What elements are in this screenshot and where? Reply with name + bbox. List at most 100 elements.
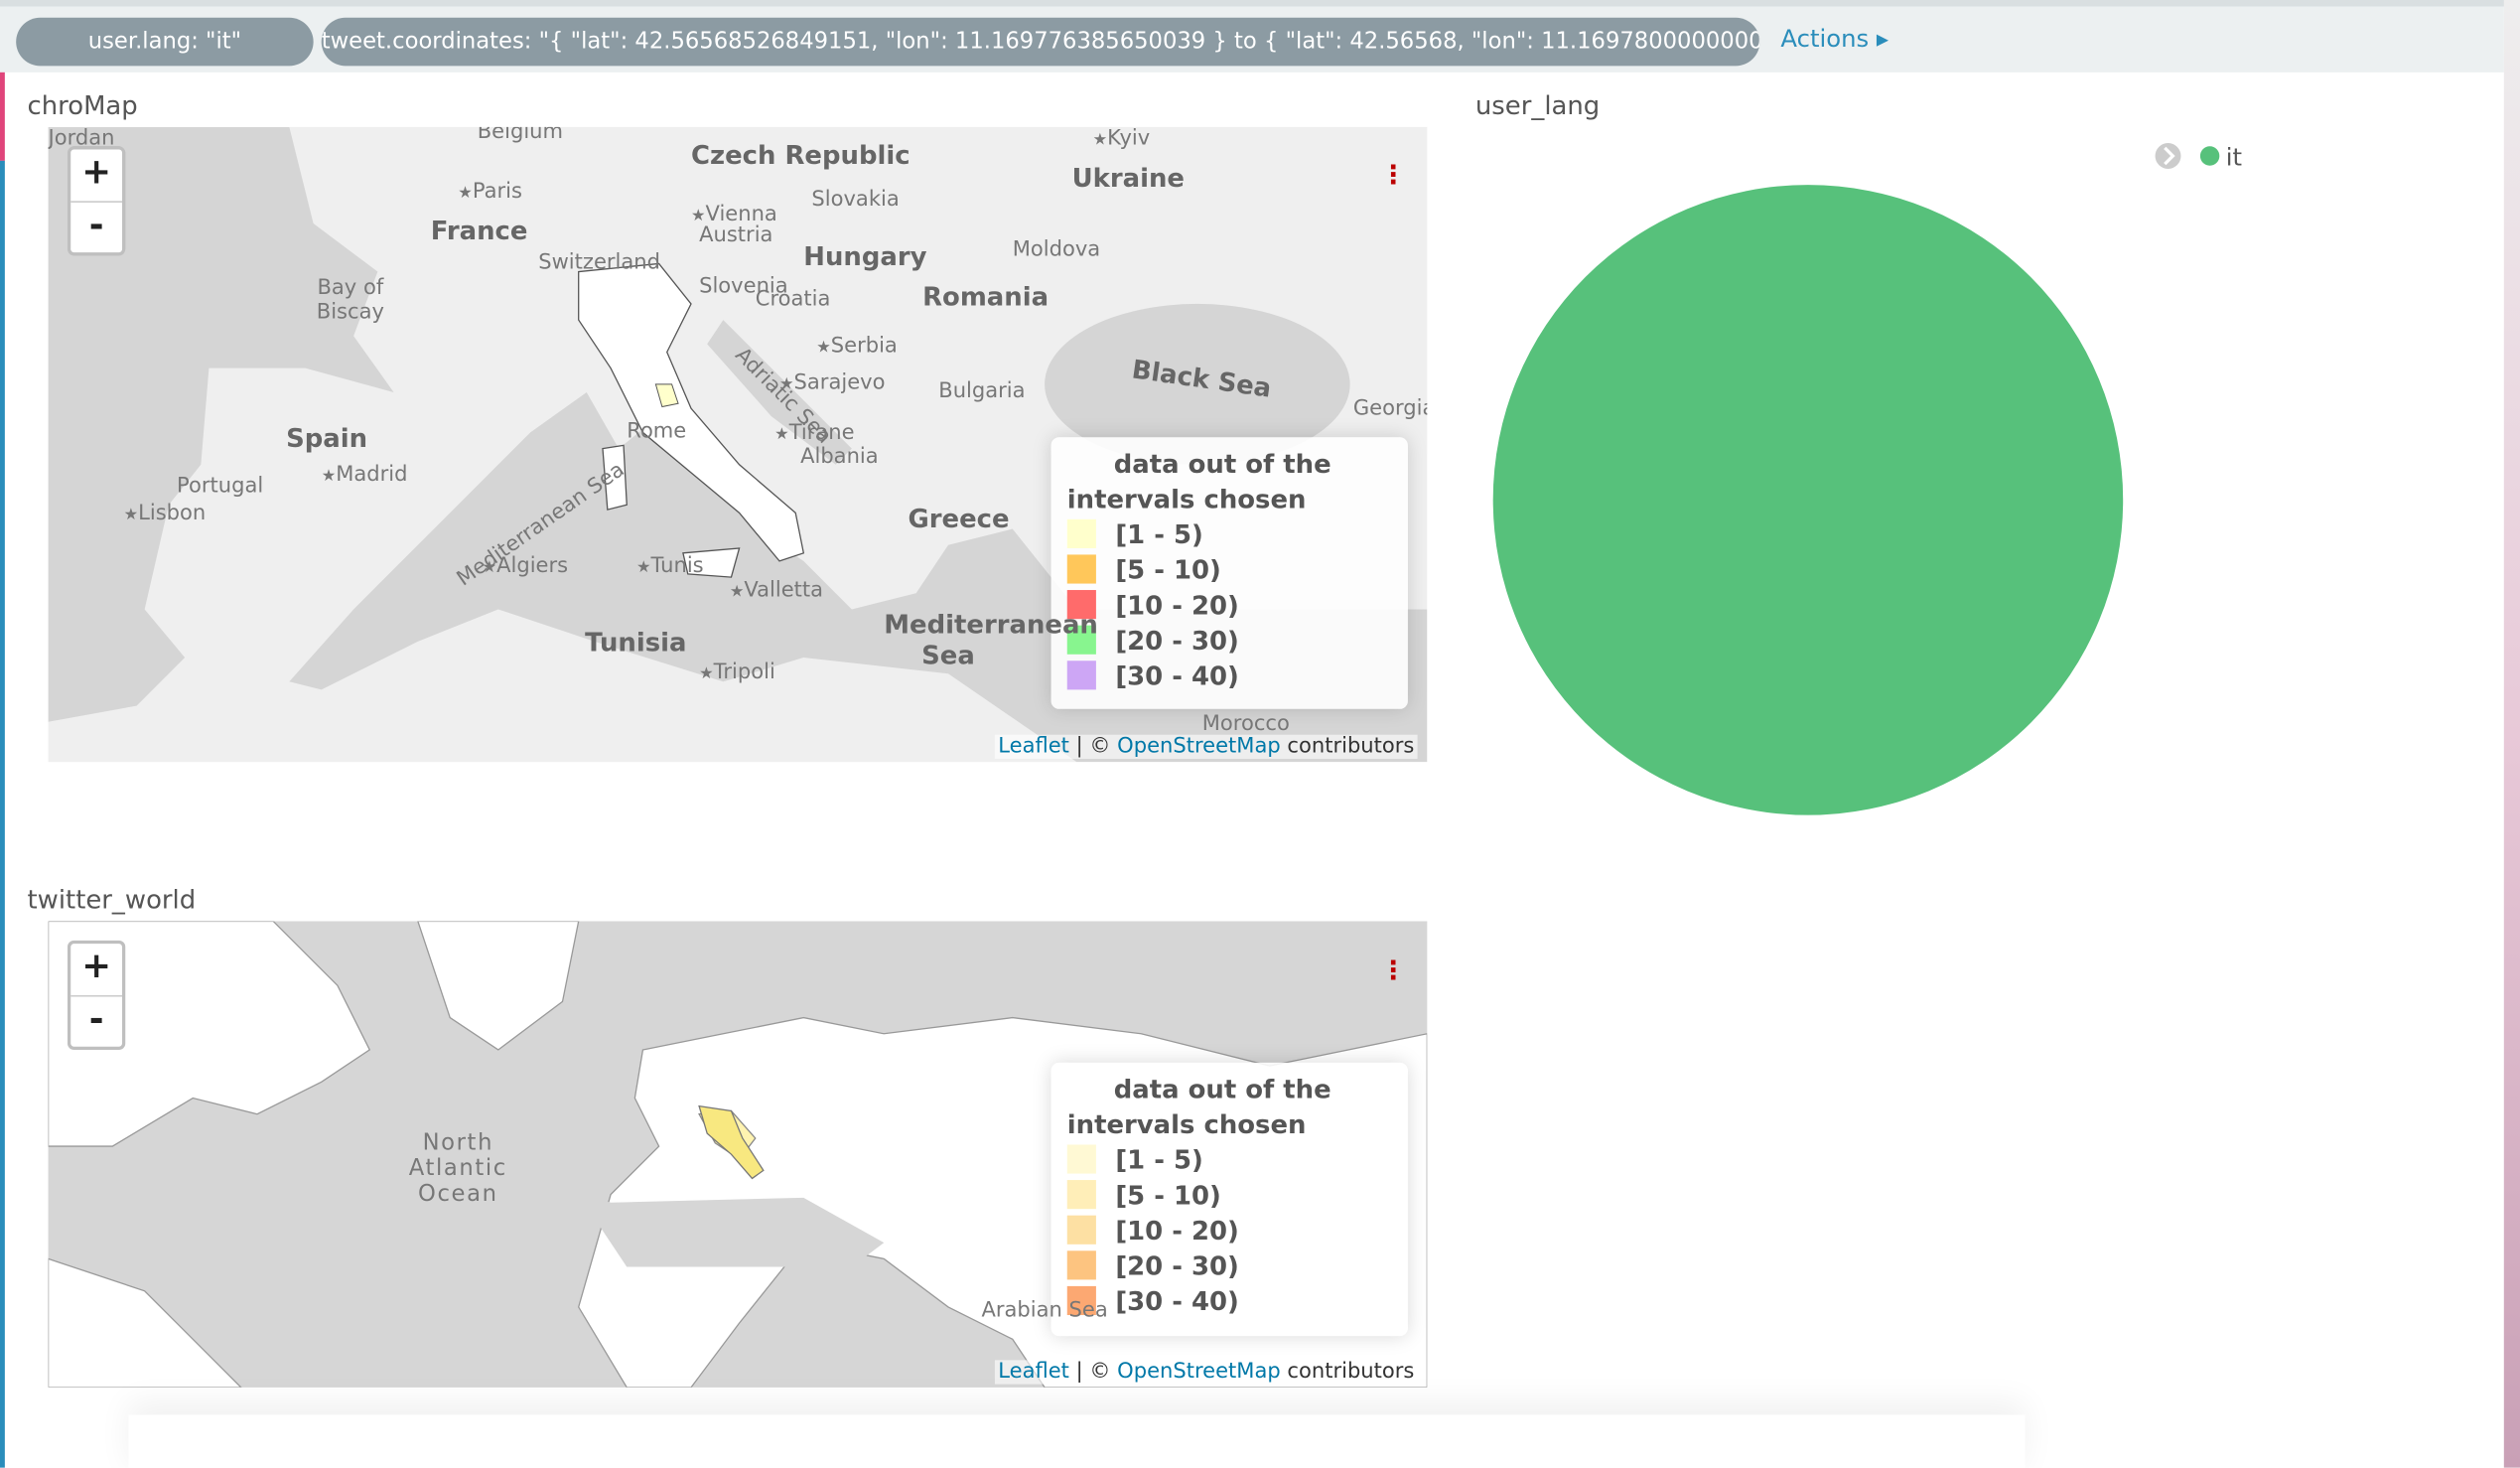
panel-title: chroMap xyxy=(27,89,138,121)
place-label: Madrid xyxy=(322,463,407,487)
attribution: Leaflet | © OpenStreetMap contributors xyxy=(995,734,1418,759)
place-label: Kyiv xyxy=(1093,127,1150,151)
legend-item: [10 - 20) xyxy=(1066,588,1392,624)
place-label: Slovenia xyxy=(699,274,788,300)
place-label: Lisbon xyxy=(124,502,206,525)
legend-label: [30 - 40) xyxy=(1115,661,1239,692)
legend-label: [1 - 5) xyxy=(1115,1144,1203,1176)
map-legend: data out of the intervals chosen [1 - 5)… xyxy=(1050,437,1408,709)
edge xyxy=(0,160,5,1468)
legend-swatch xyxy=(1066,590,1096,620)
place-label: Bay of Biscay xyxy=(316,276,384,325)
legend-label: [20 - 30) xyxy=(1115,1250,1239,1282)
place-label: Paris xyxy=(458,180,522,204)
zoom-out[interactable]: - xyxy=(88,999,104,1041)
shadow xyxy=(128,1414,2025,1467)
place-label: Slovakia xyxy=(811,188,900,213)
menu-icon[interactable]: ⋮ xyxy=(1380,954,1407,986)
edge xyxy=(2503,0,2520,1468)
legend-item: [1 - 5) xyxy=(1066,517,1392,553)
zoom-in[interactable]: + xyxy=(70,944,123,997)
legend-swatch xyxy=(1066,1180,1096,1210)
place-label: Spain xyxy=(286,422,368,454)
place-label: Austria xyxy=(699,222,773,248)
legend-label: [1 - 5) xyxy=(1115,518,1203,550)
legend-item: [5 - 10) xyxy=(1066,553,1392,589)
place-label: Croatia xyxy=(755,287,831,313)
place-label: Valletta xyxy=(730,579,823,603)
place-label: Serbia xyxy=(816,335,898,359)
legend-label: [10 - 20) xyxy=(1115,590,1239,621)
actions-text: Actions xyxy=(1780,24,1870,54)
legend-dot xyxy=(2199,146,2220,166)
place-label: Moldova xyxy=(1012,237,1101,262)
place-label: Tripoli xyxy=(699,661,775,684)
place-label: Bulgaria xyxy=(938,378,1026,404)
zoom-control: + - xyxy=(67,146,126,256)
legend-label: [30 - 40) xyxy=(1115,1285,1239,1317)
zoom-in[interactable]: + xyxy=(70,150,123,203)
place-label: Belgium xyxy=(477,126,563,145)
menu-icon[interactable]: ⋮ xyxy=(1380,159,1407,190)
attribution: Leaflet | © OpenStreetMap contributors xyxy=(995,1360,1418,1385)
legend-title: data out of the intervals chosen xyxy=(1066,448,1331,514)
place-label: France xyxy=(430,215,528,246)
place-label: Mediterranean Sea xyxy=(884,609,1098,670)
legend-title: data out of the intervals chosen xyxy=(1066,1074,1331,1140)
place-label: Albania xyxy=(800,445,879,470)
place-label: Arabian Sea xyxy=(981,1298,1108,1324)
panel-title: twitter_world xyxy=(27,884,197,915)
legend-toggle[interactable] xyxy=(2155,143,2181,169)
legend-item: [5 - 10) xyxy=(1066,1178,1392,1214)
place-label: Tunis xyxy=(636,554,703,578)
filter-pill[interactable]: user.lang: "it" xyxy=(16,17,314,67)
place-label: Hungary xyxy=(803,240,927,272)
legend-swatch xyxy=(1066,1250,1096,1280)
legend-swatch xyxy=(1066,1215,1096,1245)
place-label: Greece xyxy=(908,503,1010,534)
place-label: Morocco xyxy=(1201,712,1290,737)
pie-slice xyxy=(1492,185,2124,815)
legend-item: [20 - 30) xyxy=(1066,1249,1392,1285)
map[interactable]: + - ⋮ data out of the intervals chosen [… xyxy=(48,126,1428,763)
legend-label: it xyxy=(2226,143,2242,172)
legend-item: [1 - 5) xyxy=(1066,1143,1392,1179)
map[interactable]: + - ⋮ data out of the intervals chosen [… xyxy=(48,921,1428,1388)
place-label: Georgia xyxy=(1352,396,1428,422)
legend-item: [30 - 40) xyxy=(1066,1284,1392,1320)
legend-item: [30 - 40) xyxy=(1066,660,1392,695)
leaflet-link[interactable]: Leaflet xyxy=(998,1360,1069,1385)
filter-pill[interactable]: tweet.coordinates: "{ "lat": 42.56568526… xyxy=(321,17,1760,67)
legend-swatch xyxy=(1066,625,1096,655)
legend-label: [20 - 30) xyxy=(1115,625,1239,657)
legend-swatch xyxy=(1066,1285,1096,1316)
filter-bar: user.lang: "it" tweet.coordinates: "{ "l… xyxy=(0,0,2504,73)
place-label: Romania xyxy=(922,281,1050,313)
edge xyxy=(0,0,5,161)
map-legend: data out of the intervals chosen [1 - 5)… xyxy=(1050,1062,1408,1337)
place-label: Vienna xyxy=(691,203,777,226)
attr-text: contributors xyxy=(1287,734,1415,759)
place-label: Ukraine xyxy=(1071,162,1186,194)
place-label: Tunisia xyxy=(585,627,687,659)
place-label: Jordan xyxy=(48,126,115,152)
legend-swatch xyxy=(1066,518,1096,548)
osm-link[interactable]: OpenStreetMap xyxy=(1117,1360,1281,1385)
place-label: Czech Republic xyxy=(691,139,910,171)
legend-item: [10 - 20) xyxy=(1066,1214,1392,1249)
legend-swatch xyxy=(1066,661,1096,690)
place-label: Tirane xyxy=(774,421,855,445)
attr-text: contributors xyxy=(1287,1360,1415,1385)
place-label: Switzerland xyxy=(538,250,661,275)
actions-link[interactable]: Actions ▸ xyxy=(1780,24,1890,54)
zoom-out[interactable]: - xyxy=(88,206,104,246)
legend-label: [5 - 10) xyxy=(1115,1180,1221,1211)
attr-sep: | © xyxy=(1075,734,1111,759)
place-label: Rome xyxy=(627,419,687,444)
pie-chart: it xyxy=(1492,143,2242,815)
leaflet-link[interactable]: Leaflet xyxy=(998,734,1069,759)
osm-link[interactable]: OpenStreetMap xyxy=(1117,734,1281,759)
attr-sep: | © xyxy=(1075,1360,1111,1385)
